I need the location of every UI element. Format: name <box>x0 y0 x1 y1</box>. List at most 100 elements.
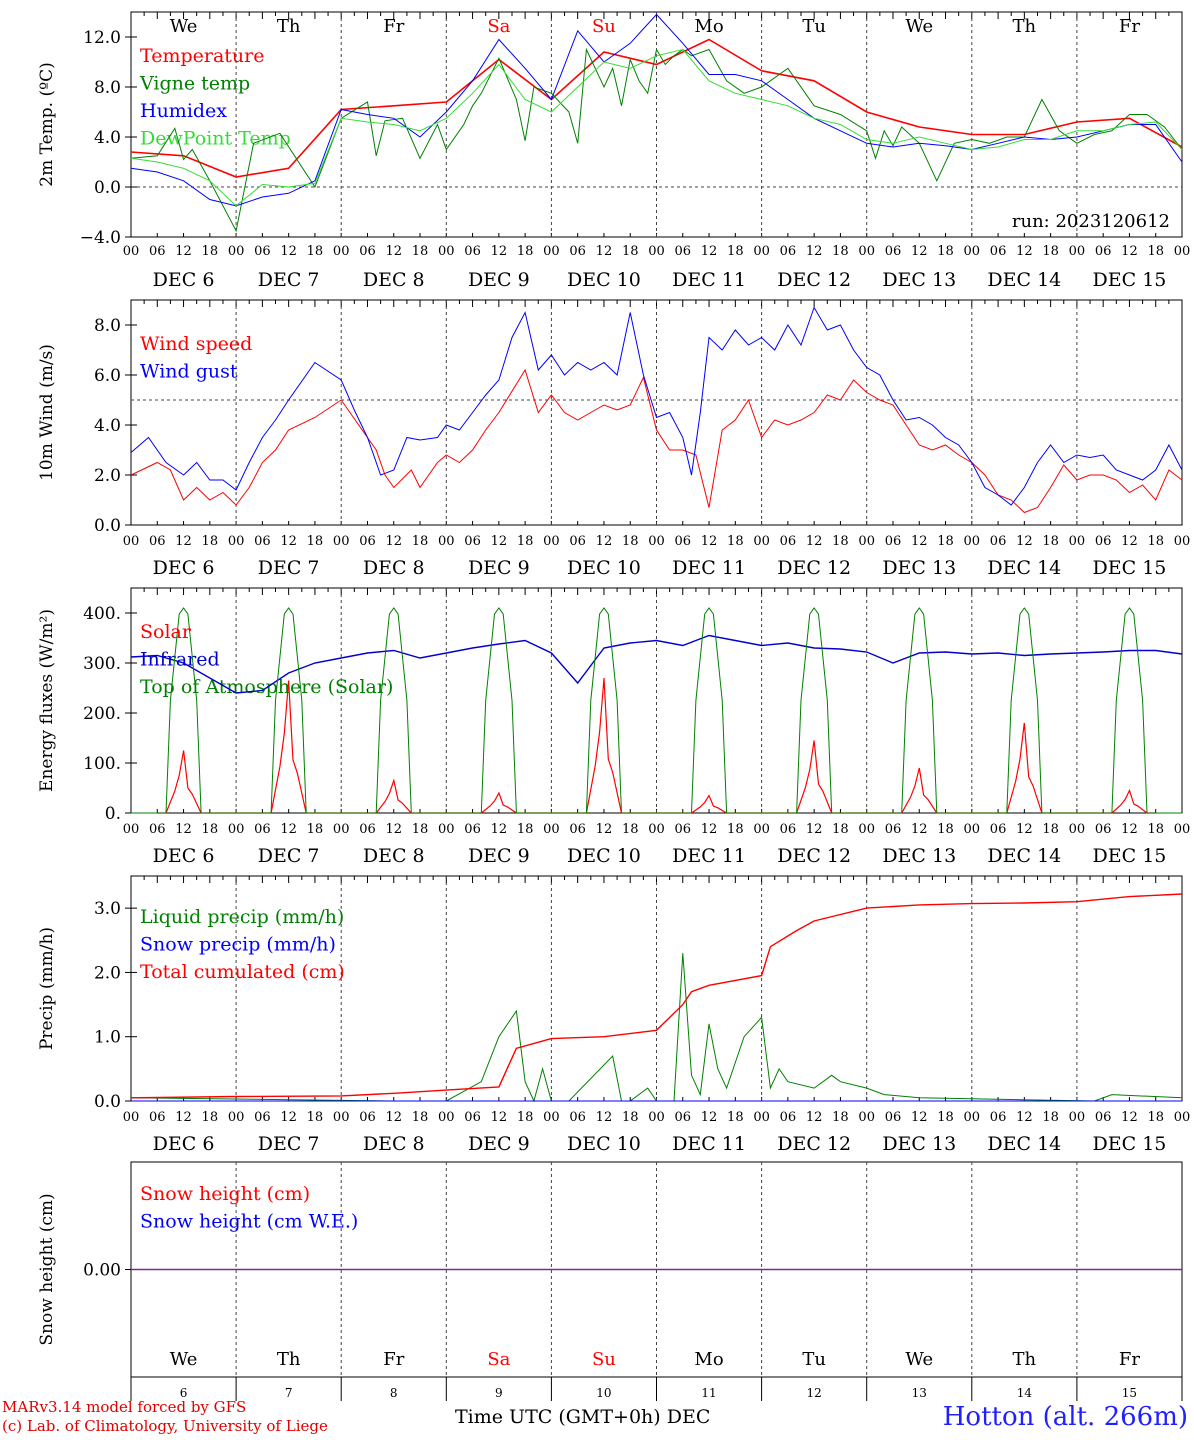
series-line-dewpoint-temp <box>130 48 1183 207</box>
hour-label: 18 <box>1042 822 1059 837</box>
y-tick-label: 200. <box>83 704 121 724</box>
hour-label: 06 <box>675 822 692 837</box>
y-tick-label: 0. <box>105 804 121 824</box>
plot-frame <box>130 587 1183 814</box>
weekday-label: Th <box>277 1349 301 1370</box>
hour-label: 06 <box>569 534 586 549</box>
weekday-label: Sa <box>487 1349 510 1370</box>
hour-label: 18 <box>1147 822 1164 837</box>
date-number: 8 <box>390 1386 398 1400</box>
hour-label: 18 <box>727 534 744 549</box>
date-label: DEC 9 <box>468 845 530 867</box>
date-label: DEC 9 <box>468 1133 530 1155</box>
hour-label: 00 <box>858 534 875 549</box>
hour-label: 12 <box>806 822 823 837</box>
hour-label: 06 <box>359 1110 376 1125</box>
date-number: 10 <box>596 1386 611 1400</box>
hour-label: 18 <box>1147 244 1164 259</box>
hour-label: 12 <box>701 822 718 837</box>
hour-label: 06 <box>254 244 271 259</box>
model-credit-line: MARv3.14 model forced by GFS <box>2 1398 247 1416</box>
date-label: DEC 11 <box>672 269 746 291</box>
hour-label: 18 <box>1147 1110 1164 1125</box>
hour-label: 18 <box>412 244 429 259</box>
hour-label: 00 <box>648 244 665 259</box>
y-tick-label: 400. <box>83 604 121 624</box>
hour-label: 06 <box>569 822 586 837</box>
hour-label: 18 <box>517 534 534 549</box>
hour-label: 18 <box>727 1110 744 1125</box>
series-line-temperature <box>130 38 1183 178</box>
hour-label: 00 <box>1174 244 1191 259</box>
hour-label: 12 <box>1016 534 1033 549</box>
date-label: DEC 13 <box>882 269 956 291</box>
date-label: DEC 9 <box>468 269 530 291</box>
hour-label: 00 <box>438 244 455 259</box>
hour-label: 12 <box>1121 1110 1138 1125</box>
date-label: DEC 14 <box>987 557 1061 579</box>
hour-label: 06 <box>464 1110 481 1125</box>
hour-label: 00 <box>543 1110 560 1125</box>
hour-label: 12 <box>385 244 402 259</box>
hour-label: 06 <box>254 1110 271 1125</box>
date-number: 11 <box>701 1386 716 1400</box>
hour-label: 00 <box>1069 1110 1086 1125</box>
date-label: DEC 7 <box>258 845 320 867</box>
panel-energy: 0. 100. 200. 300. 400. Energy fluxes (W/m²) So… <box>37 587 1191 867</box>
date-label: DEC 6 <box>153 845 215 867</box>
legend-entry: Snow precip (mm/h) <box>140 934 336 956</box>
hour-label: 06 <box>780 534 797 549</box>
copyright-line: (c) Lab. of Climatology, University of L… <box>2 1417 328 1435</box>
series-line-vigne-temp <box>130 47 1183 233</box>
hour-label: 18 <box>727 244 744 259</box>
hour-label: 18 <box>937 1110 954 1125</box>
hour-label: 18 <box>1042 1110 1059 1125</box>
hour-label: 06 <box>464 822 481 837</box>
hour-label: 12 <box>280 244 297 259</box>
legend-entry: Temperature <box>140 45 264 67</box>
hour-label: 00 <box>964 534 981 549</box>
legend-entry: DewPoint Temp <box>140 128 291 150</box>
hour-label: 00 <box>228 244 245 259</box>
hour-label: 12 <box>280 822 297 837</box>
hour-label: 12 <box>280 1110 297 1125</box>
hour-label: 18 <box>202 822 219 837</box>
hour-label: 06 <box>675 534 692 549</box>
hour-label: 06 <box>885 1110 902 1125</box>
y-axis-title: 10m Wind (m/s) <box>37 344 57 481</box>
weekday-label: We <box>170 1349 198 1370</box>
hour-label: 00 <box>964 822 981 837</box>
date-label: DEC 6 <box>153 557 215 579</box>
weekday-label: Mo <box>694 1349 723 1370</box>
y-tick-label: 6.0 <box>94 366 121 386</box>
date-label: DEC 14 <box>987 845 1061 867</box>
hour-label: 00 <box>1174 822 1191 837</box>
hour-label: 06 <box>885 244 902 259</box>
y-axis-title: Snow height (cm) <box>37 1193 57 1345</box>
hour-label: 06 <box>1095 244 1112 259</box>
hour-label: 18 <box>202 244 219 259</box>
hour-label: 18 <box>517 822 534 837</box>
hour-label: 12 <box>596 244 613 259</box>
hour-label: 06 <box>359 244 376 259</box>
hour-label: 12 <box>385 534 402 549</box>
hour-label: 00 <box>123 244 140 259</box>
hour-label: 06 <box>149 244 166 259</box>
y-tick-label: 12.0 <box>83 28 121 48</box>
date-label: DEC 15 <box>1093 557 1167 579</box>
weekday-label: Fr <box>383 16 404 37</box>
date-label: DEC 8 <box>363 1133 425 1155</box>
legend-entry: Snow height (cm) <box>140 1183 310 1205</box>
hour-label: 00 <box>648 534 665 549</box>
series-line-total-cumulated-cm- <box>130 893 1183 1099</box>
weekday-label: Th <box>1013 1349 1037 1370</box>
hour-label: 00 <box>753 534 770 549</box>
weekday-label: Su <box>592 16 616 37</box>
hour-label: 06 <box>1095 1110 1112 1125</box>
y-tick-label: −4.0 <box>80 228 121 248</box>
hour-label: 00 <box>438 822 455 837</box>
weekday-label: Th <box>1013 16 1037 37</box>
hour-label: 18 <box>1042 244 1059 259</box>
plot-frame <box>130 299 1183 526</box>
